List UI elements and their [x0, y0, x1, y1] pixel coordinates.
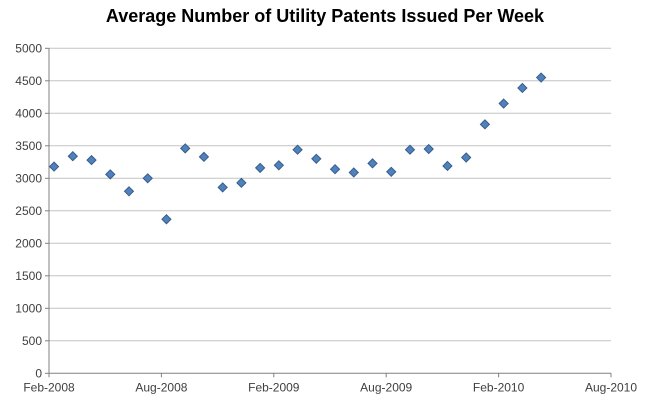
y-axis-tick-label: 500: [22, 334, 42, 348]
data-point: [367, 158, 378, 169]
data-point: [479, 119, 491, 130]
data-point: [442, 160, 453, 172]
data-point: [198, 151, 210, 163]
data-point: [254, 162, 266, 174]
data-point: [423, 143, 434, 155]
x-axis-tick-label: Feb-2008: [23, 380, 75, 394]
data-point: [48, 161, 60, 172]
data-point: [517, 82, 528, 94]
y-axis-tick-label: 2000: [15, 236, 42, 250]
data-point: [386, 166, 397, 178]
data-point: [535, 72, 547, 83]
y-axis-tick-label: 3000: [15, 171, 42, 185]
y-axis-tick-label: 1000: [15, 301, 42, 315]
x-axis-tick-label: Feb-2010: [473, 380, 525, 394]
y-axis-tick-label: 2500: [15, 204, 42, 218]
chart-title: Average Number of Utility Patents Issued…: [105, 6, 545, 26]
y-axis-tick-label: 3500: [15, 139, 42, 153]
data-point: [311, 153, 322, 165]
data-point: [142, 173, 153, 184]
data-point: [498, 98, 509, 109]
x-axis-tick-label: Aug-2010: [585, 380, 637, 394]
data-point: [273, 160, 285, 171]
data-point: [105, 169, 116, 180]
data-point: [460, 152, 472, 163]
y-axis-tick-label: 5000: [15, 41, 42, 55]
y-axis-tick-label: 4000: [15, 106, 42, 120]
data-point: [161, 214, 172, 225]
data-point: [217, 182, 228, 193]
data-point: [67, 150, 78, 162]
data-point: [86, 154, 97, 166]
data-point: [348, 167, 359, 178]
data-point: [292, 144, 303, 155]
data-point: [179, 143, 191, 154]
data-point: [404, 144, 416, 155]
x-axis-tick-label: Aug-2009: [360, 380, 412, 394]
y-axis-tick-label: 0: [35, 366, 42, 380]
x-axis-tick-label: Feb-2009: [248, 380, 300, 394]
y-axis-tick-label: 1500: [15, 269, 42, 283]
data-point: [123, 186, 135, 197]
y-axis-tick-label: 4500: [15, 74, 42, 88]
data-point: [329, 163, 341, 175]
x-axis-tick-label: Aug-2008: [135, 380, 187, 394]
data-point: [236, 177, 247, 189]
